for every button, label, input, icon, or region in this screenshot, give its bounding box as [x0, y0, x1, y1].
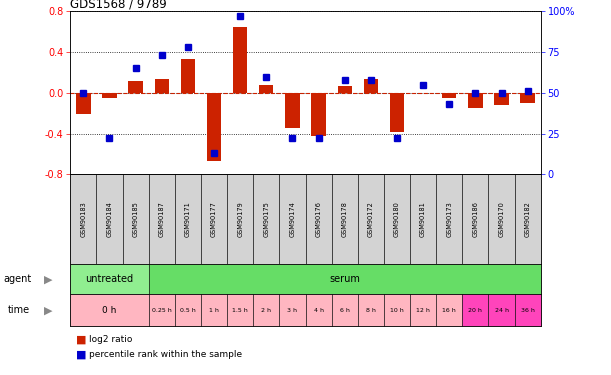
Bar [463, 294, 488, 326]
Bar [337, 86, 352, 93]
Bar [97, 174, 123, 264]
Bar [70, 174, 97, 264]
Bar [436, 174, 463, 264]
Text: 3 h: 3 h [287, 308, 298, 313]
Text: 6 h: 6 h [340, 308, 349, 313]
Text: 1 h: 1 h [209, 308, 219, 313]
Bar [279, 174, 306, 264]
Bar [436, 294, 463, 326]
Text: time: time [7, 305, 29, 315]
Bar [148, 174, 175, 264]
Text: GSM90187: GSM90187 [159, 201, 165, 237]
Bar [358, 294, 384, 326]
Bar [494, 93, 509, 105]
Bar [358, 174, 384, 264]
Bar [207, 93, 221, 161]
Bar [227, 294, 253, 326]
Bar [332, 174, 358, 264]
Bar [390, 93, 404, 132]
Bar [514, 174, 541, 264]
Bar [410, 174, 436, 264]
Text: agent: agent [3, 274, 31, 284]
Text: GSM90170: GSM90170 [499, 201, 505, 237]
Text: 1.5 h: 1.5 h [232, 308, 248, 313]
Bar [201, 174, 227, 264]
Text: GSM90171: GSM90171 [185, 201, 191, 237]
Bar [201, 294, 227, 326]
Text: ■: ■ [76, 350, 87, 359]
Text: 0 h: 0 h [102, 306, 117, 315]
Text: GSM90173: GSM90173 [446, 201, 452, 237]
Text: GSM90181: GSM90181 [420, 201, 426, 237]
Text: untreated: untreated [86, 274, 134, 284]
Text: GSM90180: GSM90180 [394, 201, 400, 237]
Text: 0.25 h: 0.25 h [152, 308, 172, 313]
Text: GSM90177: GSM90177 [211, 201, 217, 237]
Bar [102, 93, 117, 98]
Text: GSM90183: GSM90183 [80, 201, 86, 237]
Text: 12 h: 12 h [416, 308, 430, 313]
Bar [253, 294, 279, 326]
Bar [488, 294, 514, 326]
Text: 10 h: 10 h [390, 308, 404, 313]
Bar [442, 93, 456, 98]
Text: 2 h: 2 h [262, 308, 271, 313]
Bar [148, 294, 175, 326]
Text: GSM90179: GSM90179 [237, 201, 243, 237]
Text: 24 h: 24 h [494, 308, 508, 313]
Text: GSM90182: GSM90182 [525, 201, 531, 237]
Bar [306, 174, 332, 264]
Bar [259, 85, 274, 93]
Text: GSM90178: GSM90178 [342, 201, 348, 237]
Bar [468, 93, 483, 108]
Bar [181, 59, 195, 93]
Bar [521, 93, 535, 103]
Bar [148, 264, 541, 294]
Text: GSM90175: GSM90175 [263, 201, 269, 237]
Text: ▶: ▶ [44, 274, 53, 284]
Text: serum: serum [329, 274, 360, 284]
Text: 36 h: 36 h [521, 308, 535, 313]
Bar [463, 174, 488, 264]
Text: GSM90174: GSM90174 [290, 201, 296, 237]
Bar [227, 174, 253, 264]
Bar [175, 294, 201, 326]
Bar [279, 294, 306, 326]
Bar [384, 294, 410, 326]
Text: 4 h: 4 h [313, 308, 324, 313]
Text: ▶: ▶ [44, 305, 53, 315]
Bar [233, 27, 247, 93]
Bar [76, 93, 90, 114]
Text: 20 h: 20 h [469, 308, 482, 313]
Text: GSM90185: GSM90185 [133, 201, 139, 237]
Text: GSM90172: GSM90172 [368, 201, 374, 237]
Bar [253, 174, 279, 264]
Bar [364, 78, 378, 93]
Bar [285, 93, 299, 129]
Text: log2 ratio: log2 ratio [89, 335, 132, 344]
Bar [312, 93, 326, 136]
Text: 8 h: 8 h [366, 308, 376, 313]
Text: GDS1568 / 9789: GDS1568 / 9789 [70, 0, 167, 10]
Text: percentile rank within the sample: percentile rank within the sample [89, 350, 242, 359]
Text: ■: ■ [76, 334, 87, 344]
Bar [70, 264, 148, 294]
Text: 16 h: 16 h [442, 308, 456, 313]
Text: GSM90186: GSM90186 [472, 201, 478, 237]
Text: GSM90176: GSM90176 [315, 201, 321, 237]
Text: GSM90184: GSM90184 [106, 201, 112, 237]
Bar [488, 174, 514, 264]
Bar [332, 294, 358, 326]
Bar [175, 174, 201, 264]
Text: 0.5 h: 0.5 h [180, 308, 196, 313]
Bar [410, 294, 436, 326]
Bar [384, 174, 410, 264]
Bar [306, 294, 332, 326]
Bar [514, 294, 541, 326]
Bar [70, 294, 148, 326]
Bar [123, 174, 148, 264]
Bar [155, 78, 169, 93]
Bar [128, 81, 143, 93]
